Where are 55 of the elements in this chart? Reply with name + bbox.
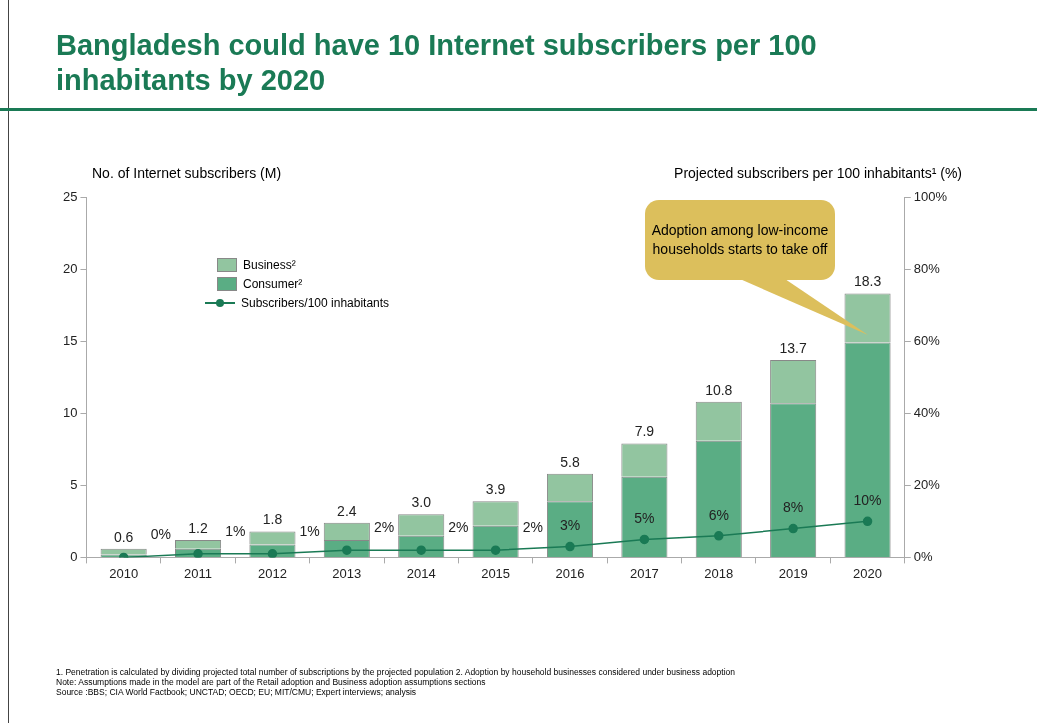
- x-tick-label: 2015: [481, 565, 511, 581]
- y-tick-label: 10: [62, 404, 78, 420]
- y-axis-title: No. of Internet subscribers (M): [92, 165, 282, 181]
- data-label: 6%: [708, 506, 729, 523]
- x-tick-label: 2017: [629, 565, 659, 581]
- data-label: 2%: [373, 519, 395, 536]
- x-tick-label: 2019: [778, 565, 808, 581]
- y2-tick-label: 80%: [913, 260, 941, 276]
- text: 1. Penetration is calculated by dividing projected total number of subscriptions by the projected population 2. Adoption by household businesses considered under business adoption: [56, 667, 736, 677]
- x-tick-label: 2020: [853, 565, 883, 581]
- x-tick-label: 2010: [109, 565, 139, 581]
- y2-tick-label: 40%: [913, 404, 941, 420]
- data-label: 0%: [150, 526, 171, 543]
- x-tick-label: 2013: [332, 565, 362, 581]
- data-label: 1%: [225, 522, 246, 539]
- y-tick-label: 25: [62, 188, 78, 204]
- legend-label: Business²: [243, 257, 296, 272]
- x-tick-label: 2014: [406, 565, 436, 581]
- data-label: 3%: [559, 517, 581, 534]
- y2-tick-label: 60%: [913, 332, 941, 348]
- total-label: 0.6: [113, 528, 134, 545]
- total-label: 1.2: [188, 519, 208, 536]
- total-label: 1.8: [262, 511, 283, 528]
- x-tick-label: 2016: [555, 565, 585, 581]
- legend-label: Consumer²: [243, 276, 303, 291]
- y-tick-label: 5: [70, 476, 78, 492]
- annotation: Adoption among low-income households starts to take off: [645, 200, 835, 280]
- y2-tick-label: 20%: [913, 476, 941, 492]
- source-note: Source :BBS; CIA World Factbook; UNCTAD; OECD; EU; MIT/CMU; Expert interviews; analysis: [56, 687, 418, 697]
- data-label: 10%: [853, 492, 882, 509]
- data-label: 2%: [448, 519, 469, 536]
- total-label: 2.4: [337, 502, 357, 519]
- y-tick-label: 20: [62, 260, 78, 276]
- total-label: 13.7: [779, 339, 807, 356]
- total-label: 3.0: [411, 494, 432, 511]
- data-label: 1%: [299, 522, 320, 539]
- y-tick-label: 15: [62, 332, 78, 348]
- y-tick-label: 0: [70, 548, 78, 564]
- total-label: 3.9: [485, 481, 506, 498]
- data-label: 2%: [522, 519, 543, 536]
- total-label: 10.8: [705, 381, 733, 398]
- total-label: 7.9: [634, 423, 655, 440]
- data-label: 8%: [783, 499, 804, 516]
- chart-title: Bangladesh could have 10 Internet subscribers per 100 inhabitants by 2020: [56, 28, 818, 98]
- x-tick-label: 2012: [257, 565, 287, 581]
- text: Note: Assumptions made in the model are part of the Retail adoption and Business adoption assumptions sections: [56, 677, 487, 687]
- legend-label: Subscribers/100 inhabitants: [241, 295, 390, 310]
- x-tick-label: 2011: [184, 565, 213, 581]
- total-label: 18.3: [853, 273, 882, 290]
- total-label: 5.8: [560, 453, 580, 470]
- x-tick-label: 2018: [704, 565, 734, 581]
- data-label: 5%: [634, 510, 655, 527]
- y2-tick-label: 0%: [913, 548, 933, 564]
- y2-axis-title: Projected subscribers per 100 inhabitants¹ (%): [674, 165, 962, 181]
- y2-tick-label: 100%: [913, 188, 948, 204]
